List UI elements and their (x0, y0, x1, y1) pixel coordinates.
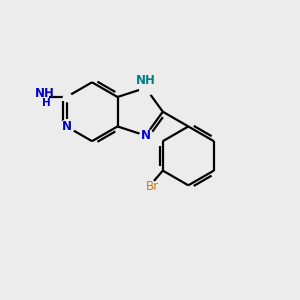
Text: N: N (61, 120, 71, 133)
Text: NH: NH (136, 74, 155, 87)
Text: NH: NH (35, 87, 55, 100)
Text: N: N (141, 129, 151, 142)
Text: H: H (41, 98, 50, 109)
Text: Br: Br (146, 180, 159, 193)
